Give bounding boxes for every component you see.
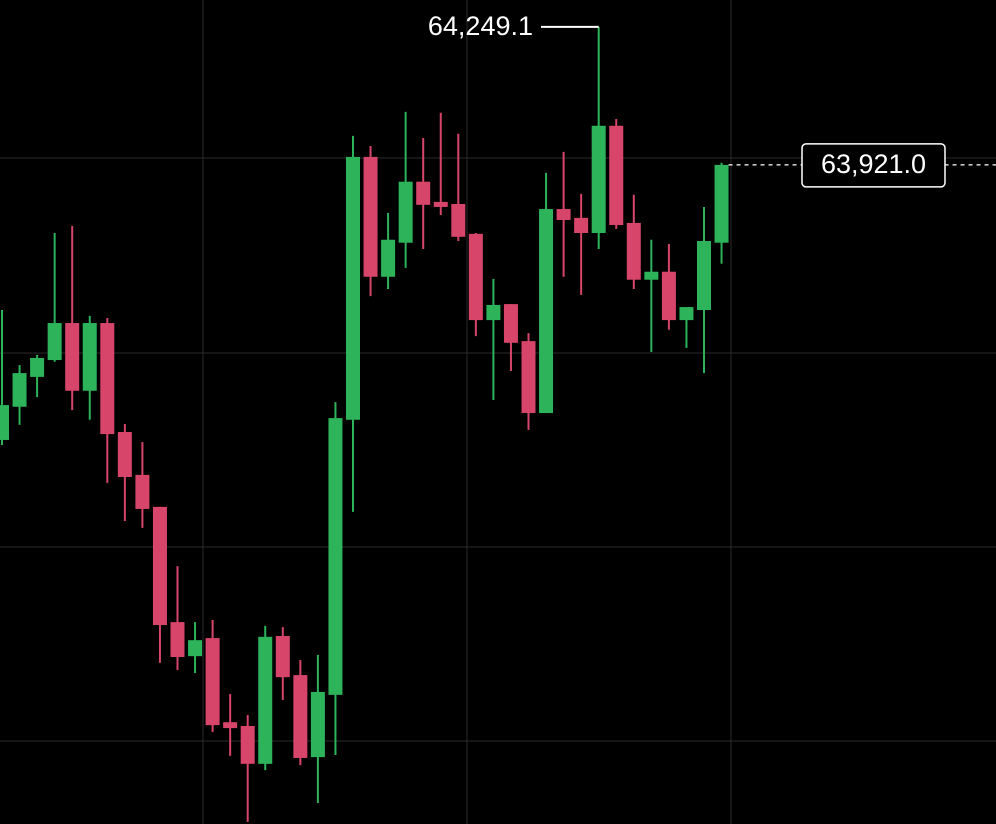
candle-body — [451, 204, 466, 237]
candle-body — [205, 638, 220, 726]
candle-body — [258, 636, 273, 764]
candle-body — [30, 357, 45, 377]
candle-body — [381, 239, 396, 277]
max-label: 64,249.1 — [428, 11, 533, 41]
candle-body — [170, 622, 185, 658]
candle-body — [591, 125, 606, 234]
candle-body — [152, 506, 167, 626]
candle-body — [117, 431, 132, 477]
candle-body — [644, 271, 659, 280]
candle-body — [574, 217, 589, 234]
candle-body — [679, 307, 694, 321]
candle-body — [12, 373, 27, 407]
candle-body — [310, 691, 325, 758]
last-price-box — [801, 143, 946, 188]
candle-body — [503, 304, 518, 343]
candle-body — [188, 640, 203, 657]
candle-body — [521, 341, 536, 414]
candle-body — [609, 125, 624, 226]
candle-body — [539, 209, 554, 414]
candle-body — [82, 323, 97, 391]
candle-body — [275, 635, 290, 678]
candle-body — [293, 675, 308, 758]
candle-body — [556, 209, 571, 220]
candle-body — [714, 164, 729, 243]
candle-body — [416, 181, 431, 205]
candle-body — [697, 241, 711, 310]
candle-body — [486, 304, 501, 321]
candle-body — [328, 418, 343, 695]
candle-body — [135, 474, 150, 509]
candle-body — [433, 201, 448, 207]
candle-body — [398, 181, 413, 243]
candle-body — [468, 233, 483, 321]
candle-body — [223, 722, 238, 729]
candle-body — [240, 725, 255, 764]
candle-body — [363, 156, 378, 277]
candle-body — [661, 271, 676, 321]
candle-body — [47, 323, 62, 361]
candle-body — [65, 323, 80, 391]
candle-body — [346, 156, 360, 420]
candle-body — [626, 222, 641, 280]
last-price-label: 63,921.0 — [821, 149, 926, 179]
candle-body — [0, 405, 9, 440]
candle-body — [100, 323, 115, 435]
